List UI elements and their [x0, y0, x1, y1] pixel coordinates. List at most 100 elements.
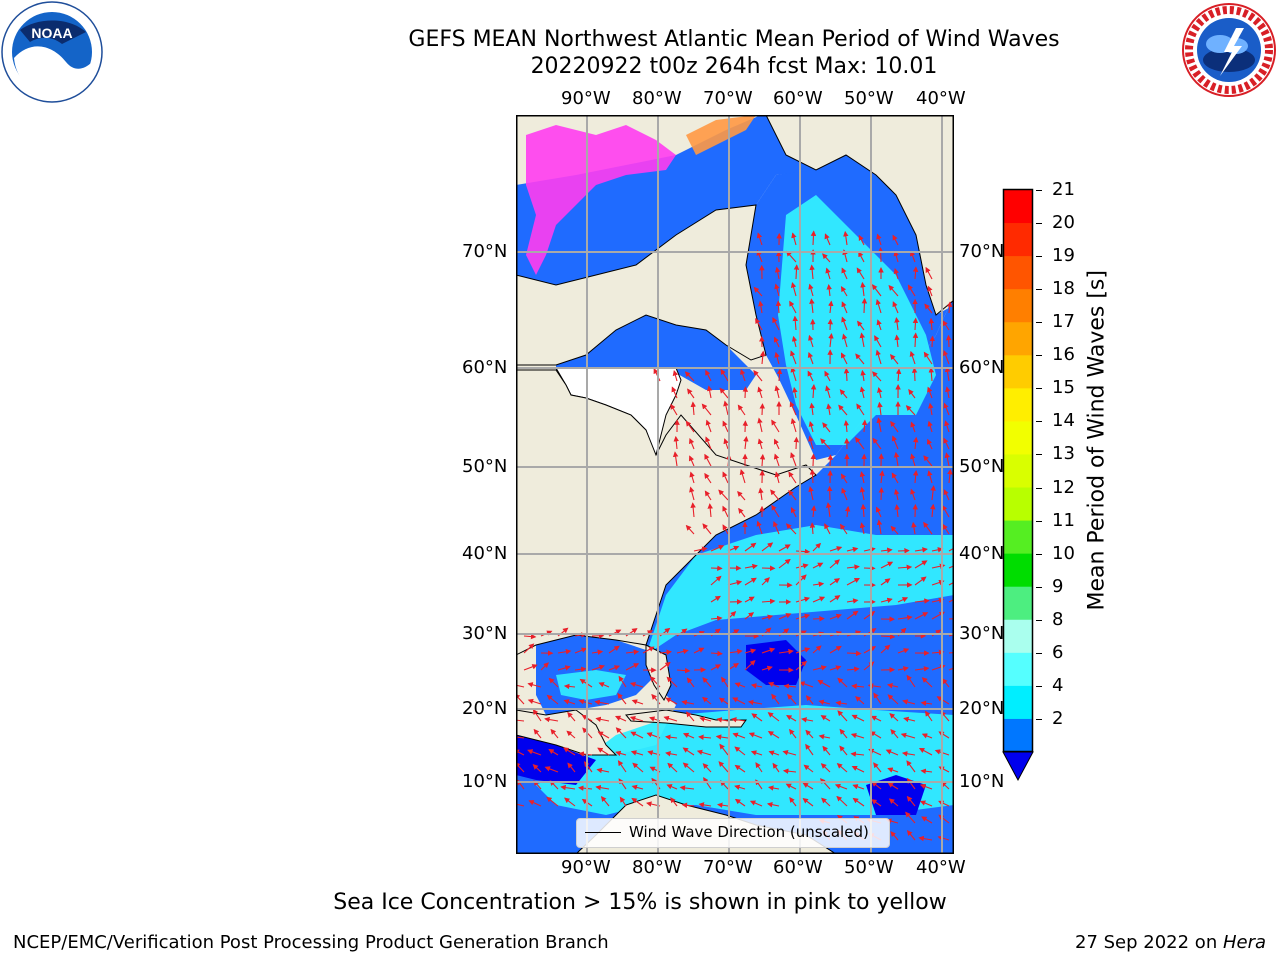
colorbar-segment — [1004, 719, 1032, 753]
colorbar-tick-label: 10 — [1052, 543, 1075, 564]
lat-label-left: 40°N — [462, 543, 507, 564]
footer-machine: Hera — [1223, 932, 1266, 953]
wind-wave-arrow — [762, 404, 763, 415]
colorbar-tick-label: 9 — [1052, 576, 1063, 597]
colorbar-tick-label: 14 — [1052, 410, 1075, 431]
lat-label-left: 50°N — [462, 456, 507, 477]
lon-label-top: 90°W — [561, 88, 611, 109]
wind-wave-arrow — [813, 455, 814, 466]
wind-wave-arrow — [846, 369, 847, 381]
lat-label-left: 60°N — [462, 357, 507, 378]
colorbar-segment — [1004, 587, 1032, 621]
lon-label-bottom: 80°W — [632, 857, 682, 878]
noaa-logo-text: NOAA — [31, 25, 72, 41]
lon-label-top: 50°W — [844, 88, 894, 109]
colorbar-tick-label: 16 — [1052, 344, 1075, 365]
lat-label-right: 50°N — [959, 456, 1004, 477]
wind-wave-arrow — [932, 337, 933, 347]
colorbar-segment — [1004, 554, 1032, 588]
wind-wave-arrow — [881, 248, 882, 262]
colorbar-tick-label: 8 — [1052, 609, 1063, 630]
colorbar-tick-label: 12 — [1052, 477, 1075, 498]
footer-branch: NCEP/EMC/Verification Post Processing Pr… — [13, 932, 609, 953]
colorbar — [1000, 186, 1036, 784]
colorbar-tick-mark — [1036, 620, 1042, 621]
colorbar-tick-mark — [1036, 719, 1042, 720]
lon-label-bottom: 70°W — [703, 857, 753, 878]
colorbar-tick-mark — [1036, 488, 1042, 489]
colorbar-segment — [1004, 223, 1032, 257]
colorbar-tick-mark — [1036, 653, 1042, 654]
colorbar-tick-label: 11 — [1052, 510, 1075, 531]
lon-label-bottom: 40°W — [916, 857, 966, 878]
nws-logo — [1178, 0, 1280, 100]
lat-label-right: 60°N — [959, 357, 1004, 378]
wind-wave-arrow — [813, 232, 814, 246]
lat-label-right: 20°N — [959, 698, 1004, 719]
colorbar-segment — [1004, 355, 1032, 389]
colorbar-segment — [1004, 686, 1032, 720]
colorbar-tick-mark — [1036, 256, 1042, 257]
lat-label-right: 30°N — [959, 623, 1004, 644]
colorbar-segment — [1004, 256, 1032, 290]
colorbar-segment — [1004, 488, 1032, 522]
colorbar-tick-mark — [1036, 388, 1042, 389]
wind-wave-arrow — [796, 438, 797, 449]
lon-label-top: 40°W — [916, 88, 966, 109]
legend-label: Wind Wave Direction (unscaled) — [629, 823, 869, 841]
lon-label-bottom: 90°W — [561, 857, 611, 878]
wind-wave-arrow — [915, 334, 916, 348]
wind-wave-arrow — [830, 455, 831, 466]
map-legend: Wind Wave Direction (unscaled) — [576, 818, 890, 848]
colorbar-extend-arrow — [1003, 752, 1033, 780]
colorbar-segment — [1004, 454, 1032, 488]
footer-date: 27 Sep 2022 on Hera — [1075, 932, 1266, 953]
colorbar-segment — [1004, 289, 1032, 323]
colorbar-segment — [1004, 521, 1032, 555]
colorbar-tick-label: 18 — [1052, 278, 1075, 299]
colorbar-tick-label: 19 — [1052, 245, 1075, 266]
colorbar-tick-mark — [1036, 454, 1042, 455]
colorbar-tick-mark — [1036, 521, 1042, 522]
wind-wave-arrow — [915, 319, 916, 330]
sea-ice-note: Sea Ice Concentration > 15% is shown in … — [0, 890, 1280, 915]
chart-subtitle: 20220922 t00z 264h fcst Max: 10.01 — [0, 54, 1280, 79]
lat-label-left: 70°N — [462, 241, 507, 262]
colorbar-tick-mark — [1036, 190, 1042, 191]
noaa-logo: NOAA — [0, 0, 104, 104]
chart-title: GEFS MEAN Northwest Atlantic Mean Period… — [0, 27, 1280, 52]
lat-label-right: 40°N — [959, 543, 1004, 564]
wind-wave-arrow — [847, 653, 861, 654]
colorbar-tick-mark — [1036, 554, 1042, 555]
map-panel — [516, 115, 954, 854]
lat-label-right: 70°N — [959, 241, 1004, 262]
lon-label-top: 60°W — [773, 88, 823, 109]
wind-wave-arrow — [881, 488, 882, 500]
lon-label-bottom: 60°W — [773, 857, 823, 878]
colorbar-tick-label: 2 — [1052, 708, 1063, 729]
colorbar-tick-label: 21 — [1052, 179, 1075, 200]
colorbar-tick-label: 20 — [1052, 212, 1075, 233]
colorbar-tick-mark — [1036, 421, 1042, 422]
wind-wave-arrow — [914, 368, 915, 381]
colorbar-label: Mean Period of Wind Waves [s] — [1085, 331, 1110, 611]
footer-date-text: 27 Sep 2022 on — [1075, 932, 1223, 953]
wind-wave-arrow — [813, 619, 824, 620]
colorbar-tick-label: 15 — [1052, 377, 1075, 398]
colorbar-tick-label: 13 — [1052, 443, 1075, 464]
colorbar-segment — [1004, 421, 1032, 455]
wind-wave-arrow — [796, 265, 797, 279]
legend-line-icon — [585, 832, 621, 833]
colorbar-tick-mark — [1036, 322, 1042, 323]
lat-label-left: 20°N — [462, 698, 507, 719]
lon-label-bottom: 50°W — [844, 857, 894, 878]
lat-label-right: 10°N — [959, 771, 1004, 792]
colorbar-segment — [1004, 322, 1032, 356]
colorbar-segment — [1004, 190, 1032, 224]
lat-label-left: 30°N — [462, 623, 507, 644]
wind-wave-arrow — [745, 387, 746, 398]
colorbar-tick-mark — [1036, 355, 1042, 356]
colorbar-segment — [1004, 388, 1032, 422]
colorbar-tick-mark — [1036, 587, 1042, 588]
wind-wave-arrow — [949, 336, 950, 347]
